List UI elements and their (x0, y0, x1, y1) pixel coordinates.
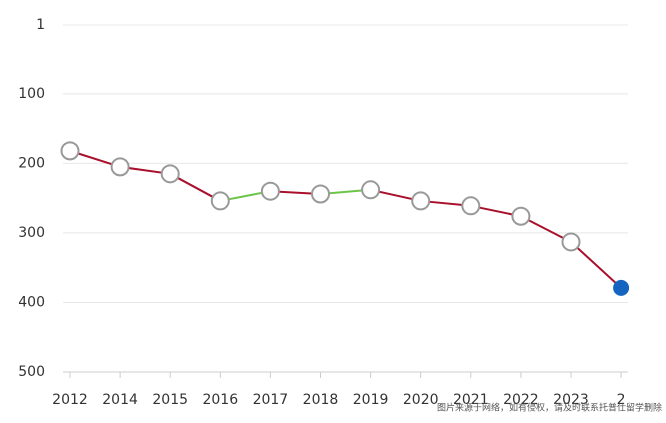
x-tick-label: 2019 (353, 392, 389, 408)
x-tick-label: 2023 (553, 392, 589, 408)
x-tick-label: 2 (617, 392, 626, 408)
x-tick-label: 2016 (202, 392, 238, 408)
y-tick-label: 1 (36, 17, 45, 33)
x-tick-label: 2020 (403, 392, 439, 408)
point (361, 180, 381, 200)
point (511, 206, 531, 226)
x-tick-label: 2018 (303, 392, 339, 408)
x-tick-label: 2015 (152, 392, 188, 408)
point (260, 181, 280, 201)
point (561, 232, 581, 252)
x-tick-label: 2021 (453, 392, 489, 408)
point (110, 157, 130, 177)
point (60, 141, 80, 161)
point (411, 191, 431, 211)
y-tick-label: 500 (18, 364, 45, 380)
x-tick-label: 2012 (52, 392, 88, 408)
line-segment (570, 241, 622, 289)
y-tick-label: 400 (18, 294, 45, 310)
point (613, 279, 630, 296)
point (160, 164, 180, 184)
watermark: 图片来源于网络，如有侵权，请及时联系托普仕留学删除 (437, 402, 662, 414)
y-tick-label: 300 (18, 225, 45, 241)
x-tick-label: 2017 (253, 392, 289, 408)
point (210, 191, 230, 211)
point (461, 196, 481, 216)
point (311, 184, 330, 204)
x-tick-label: 2014 (102, 392, 138, 408)
y-tick-label: 100 (18, 86, 45, 102)
y-tick-label: 200 (18, 155, 45, 171)
x-tick-label: 2022 (503, 392, 539, 408)
